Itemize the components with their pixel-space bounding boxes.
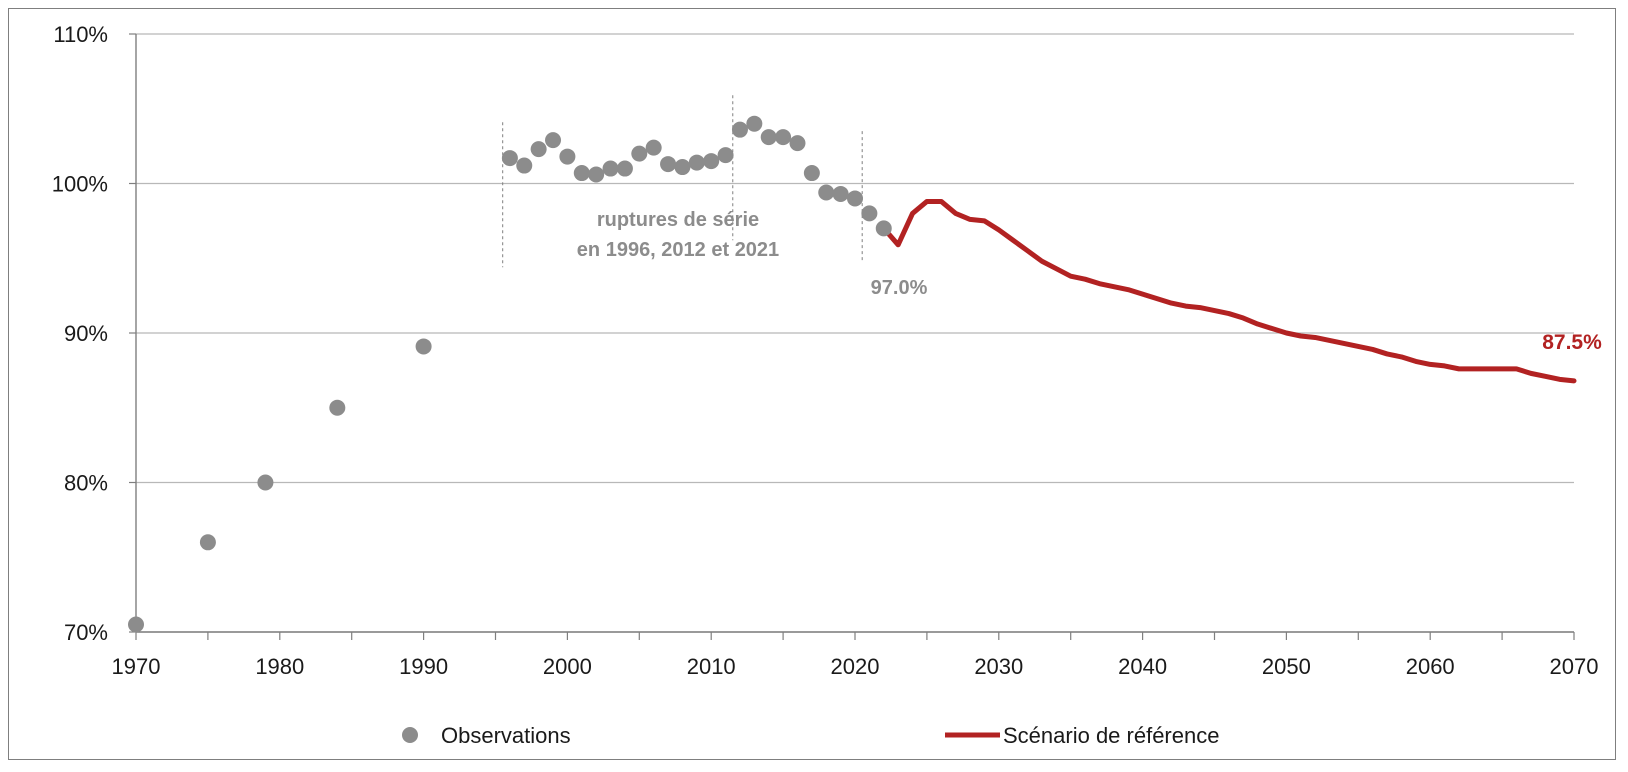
gridlines bbox=[136, 33, 1574, 633]
observation-point bbox=[875, 220, 892, 237]
end-value-label: 87.5% bbox=[1542, 331, 1602, 354]
observation-point bbox=[746, 115, 763, 132]
observation-point bbox=[717, 147, 734, 164]
observation-point bbox=[501, 150, 518, 167]
y-tick-label: 90% bbox=[64, 321, 108, 346]
observation-point bbox=[415, 338, 432, 355]
x-tick-label: 2000 bbox=[543, 654, 592, 679]
observation-point bbox=[775, 129, 792, 146]
y-tick-label: 100% bbox=[52, 172, 108, 197]
data-series bbox=[128, 115, 1577, 633]
annotations: ruptures de série en 1996, 2012 et 2021 … bbox=[577, 209, 1602, 354]
breaks-annotation-line2: en 1996, 2012 et 2021 bbox=[577, 239, 779, 261]
observation-point bbox=[818, 184, 835, 201]
observation-point bbox=[199, 534, 216, 551]
observation-point bbox=[832, 185, 849, 202]
observation-point bbox=[530, 141, 547, 158]
x-tick-label: 2030 bbox=[974, 654, 1023, 679]
observation-point bbox=[645, 139, 662, 156]
tick-labels: 70% 80% 90% 100% 110% 1970 1980 1990 2000 2010 202… bbox=[52, 22, 1599, 679]
legend-marker-observations bbox=[402, 727, 418, 743]
observation-point bbox=[803, 165, 820, 182]
observation-point bbox=[573, 165, 590, 182]
observation-point bbox=[789, 135, 806, 152]
x-tick-label: 2060 bbox=[1406, 654, 1455, 679]
observation-point bbox=[616, 160, 633, 177]
observation-point bbox=[257, 474, 274, 491]
y-tick-label: 70% bbox=[64, 620, 108, 645]
y-tick-label: 110% bbox=[53, 22, 108, 47]
x-tick-label: 2070 bbox=[1550, 654, 1599, 679]
legend-label-observations: Observations bbox=[441, 723, 571, 748]
observation-point bbox=[602, 160, 619, 177]
x-tick-label: 2010 bbox=[687, 654, 736, 679]
observation-point bbox=[559, 148, 576, 165]
observation-point bbox=[688, 154, 705, 171]
scenario-line bbox=[881, 198, 1577, 384]
observation-point bbox=[731, 121, 748, 138]
observation-point bbox=[631, 145, 648, 162]
x-tick-label: 2040 bbox=[1118, 654, 1167, 679]
legend-label-scenario: Scénario de référence bbox=[1003, 723, 1219, 748]
observation-point bbox=[545, 132, 562, 149]
x-tick-label: 1980 bbox=[255, 654, 304, 679]
observation-point bbox=[588, 166, 605, 183]
axes bbox=[129, 33, 1575, 640]
chart-frame bbox=[8, 8, 1616, 760]
observation-point bbox=[660, 156, 677, 173]
observation-point bbox=[329, 399, 346, 416]
legend: Observations Scénario de référence bbox=[402, 723, 1219, 748]
observation-point bbox=[847, 190, 863, 207]
observation-point bbox=[861, 205, 878, 222]
x-tick-label: 2020 bbox=[831, 654, 880, 679]
observation-point bbox=[760, 129, 777, 146]
observation-point bbox=[516, 157, 533, 174]
breaks-annotation-line1: ruptures de série bbox=[597, 209, 759, 231]
x-tick-label: 1990 bbox=[399, 654, 448, 679]
x-tick-label: 1970 bbox=[112, 654, 161, 679]
x-tick-label: 2050 bbox=[1262, 654, 1311, 679]
last-observation-label: 97.0% bbox=[871, 277, 928, 299]
observation-point bbox=[703, 153, 720, 170]
break-markers bbox=[502, 95, 863, 268]
y-tick-label: 80% bbox=[64, 471, 108, 496]
observation-point bbox=[128, 616, 144, 633]
observation-point bbox=[674, 159, 691, 176]
